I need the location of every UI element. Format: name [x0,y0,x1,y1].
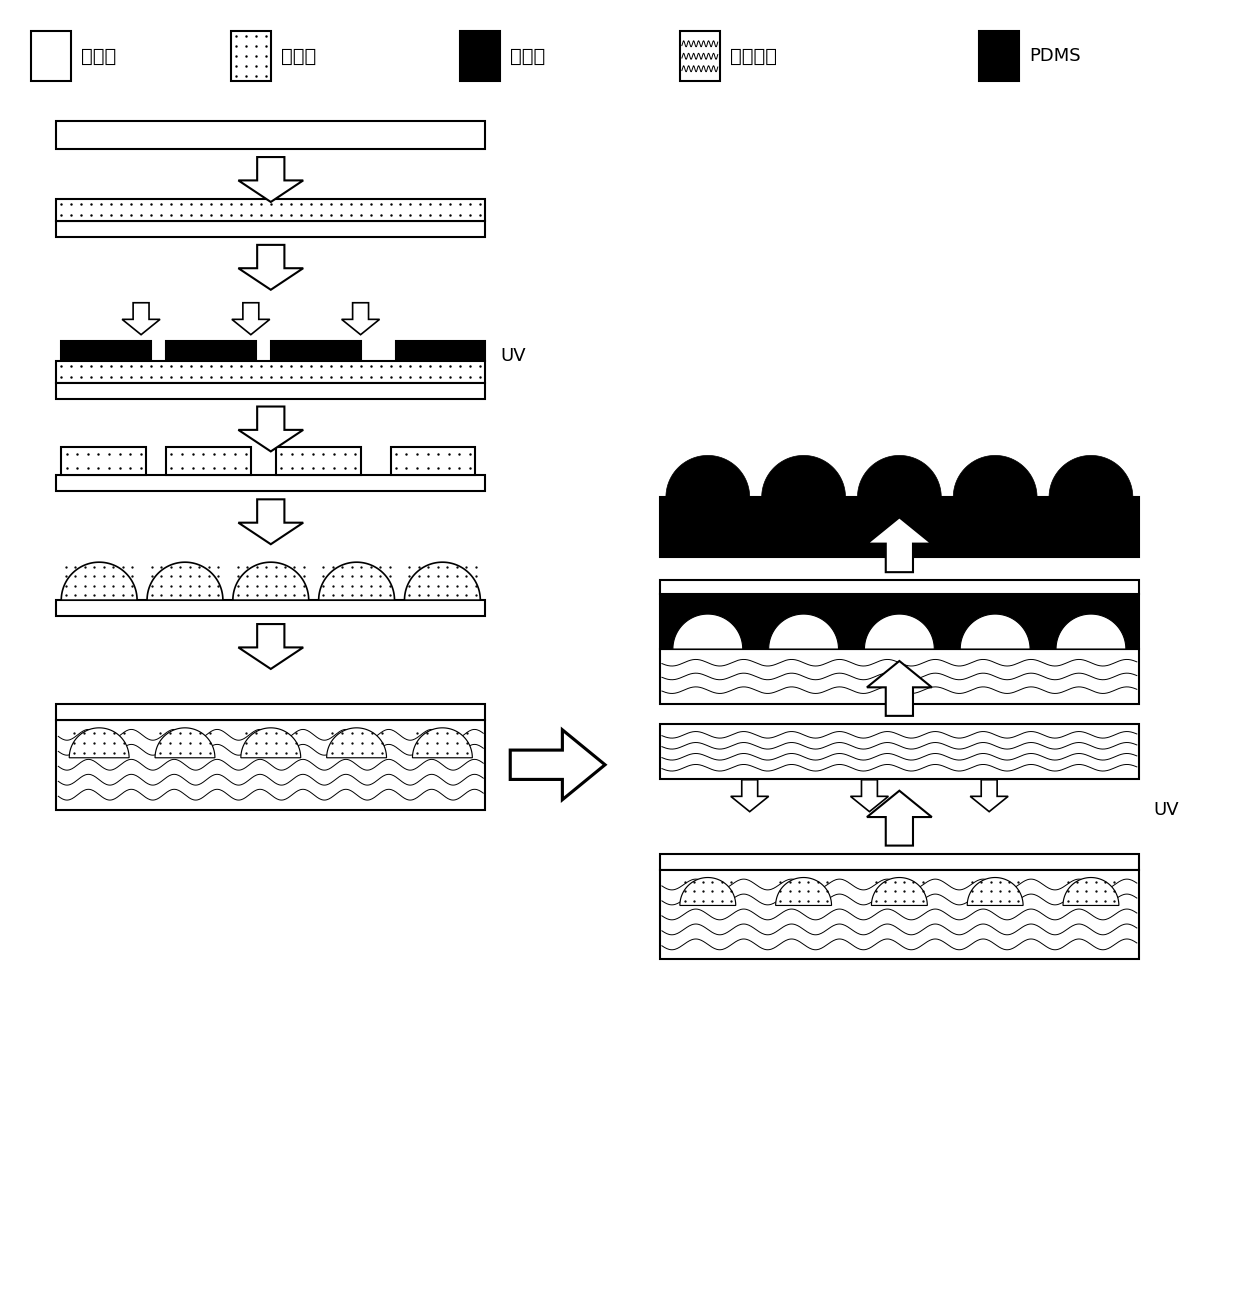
Text: 光刻胶: 光刻胶 [280,47,316,65]
Polygon shape [148,562,223,601]
Bar [680,31,719,81]
Bar [56,383,485,399]
Bar [660,724,1138,779]
Text: 环氧树脂: 环氧树脂 [730,47,776,65]
Bar [980,31,1019,81]
Polygon shape [510,730,605,800]
Polygon shape [954,456,1037,498]
Polygon shape [867,791,931,846]
Bar [56,601,485,616]
Polygon shape [232,302,270,335]
Polygon shape [872,877,928,906]
Polygon shape [238,624,304,668]
Text: UV: UV [1153,800,1179,818]
Polygon shape [730,779,769,812]
Polygon shape [241,728,301,758]
Polygon shape [238,158,304,202]
Bar [231,31,270,81]
Polygon shape [666,456,750,498]
Bar [391,447,475,476]
Polygon shape [867,661,931,715]
Polygon shape [960,614,1030,649]
Polygon shape [680,877,735,906]
Polygon shape [404,562,480,601]
Polygon shape [319,562,394,601]
Polygon shape [155,728,215,758]
Polygon shape [69,728,129,758]
Polygon shape [238,245,304,289]
Text: 掩模板: 掩模板 [510,47,546,65]
Polygon shape [769,614,838,649]
Polygon shape [342,302,379,335]
Bar [56,199,485,222]
Bar [396,340,485,361]
Polygon shape [851,779,888,812]
Polygon shape [326,728,387,758]
Polygon shape [864,614,934,649]
Text: 玻璃板: 玻璃板 [81,47,117,65]
Bar [166,447,250,476]
Bar [56,719,485,809]
Bar [56,222,485,237]
Bar [660,869,1138,959]
Polygon shape [867,517,931,572]
Polygon shape [673,614,743,649]
Bar [660,649,1138,704]
Polygon shape [1049,456,1133,498]
Bar [56,704,485,719]
Polygon shape [967,877,1023,906]
Bar [660,580,1138,594]
Bar [61,447,146,476]
Polygon shape [233,562,309,601]
Bar [460,31,500,81]
Polygon shape [761,456,846,498]
Bar [56,121,485,149]
Polygon shape [238,407,304,451]
Bar [270,340,361,361]
Bar [166,340,255,361]
Text: PDMS: PDMS [1029,47,1081,65]
Polygon shape [858,456,941,498]
Bar [31,31,71,81]
Polygon shape [1063,877,1118,906]
Bar [275,447,361,476]
Text: UV: UV [500,347,526,365]
Polygon shape [61,562,138,601]
Polygon shape [1056,614,1126,649]
Bar [61,340,151,361]
Bar [660,594,1138,649]
Polygon shape [238,499,304,545]
Polygon shape [413,728,472,758]
Bar [56,361,485,383]
Bar [660,853,1138,869]
Polygon shape [970,779,1008,812]
Polygon shape [776,877,832,906]
Polygon shape [122,302,160,335]
Bar [660,498,1138,558]
Bar [56,476,485,491]
